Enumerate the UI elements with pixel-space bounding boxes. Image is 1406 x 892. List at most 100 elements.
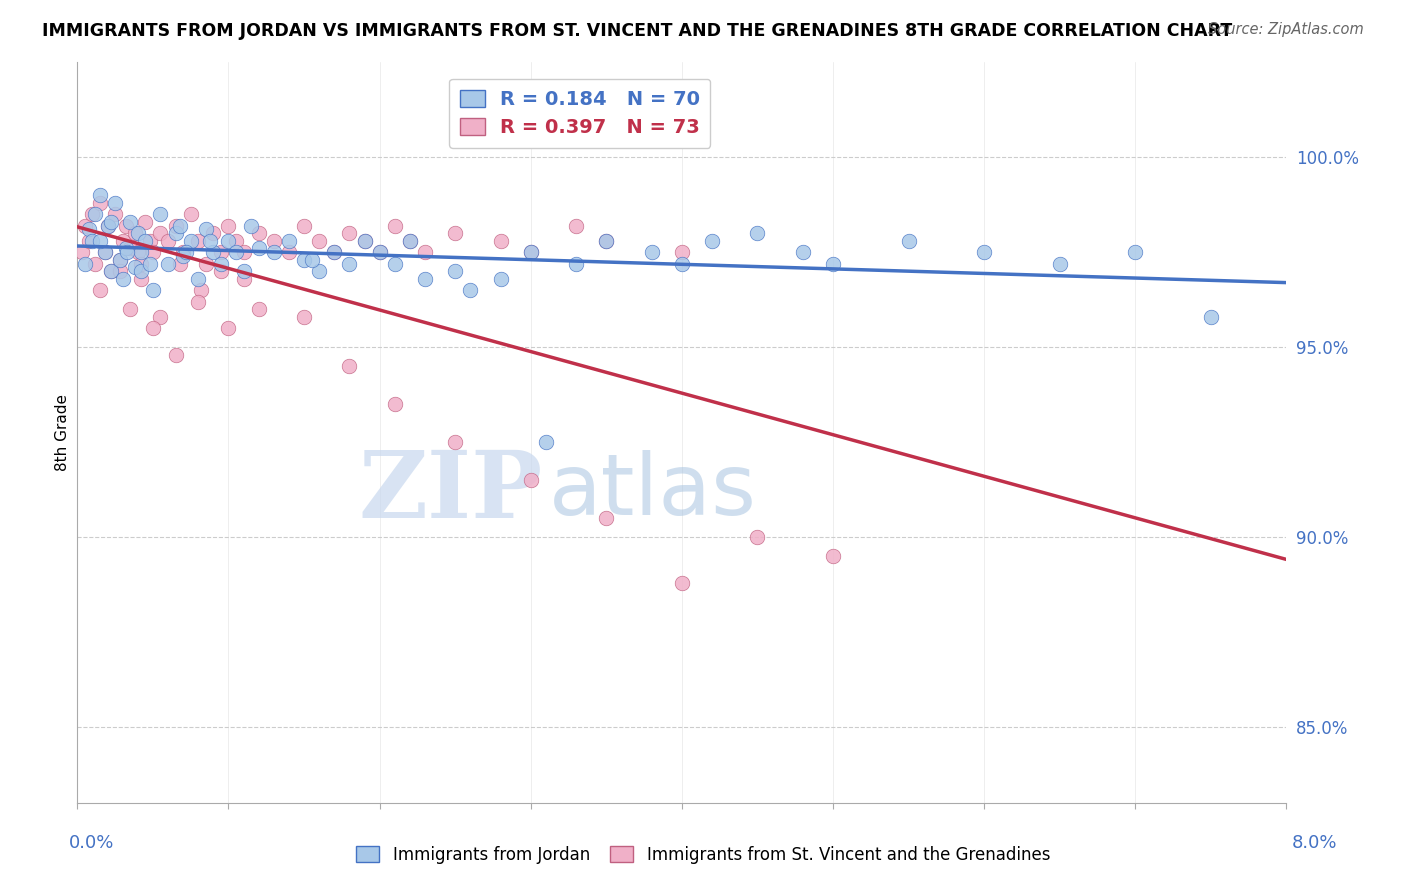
- Point: [384, 257, 406, 271]
- Point: [225, 234, 247, 248]
- Point: [308, 264, 330, 278]
- Point: [292, 252, 315, 267]
- Point: [108, 264, 131, 278]
- Point: [399, 234, 422, 248]
- Point: [139, 257, 162, 271]
- Point: [134, 215, 156, 229]
- Point: [520, 245, 543, 260]
- Point: [120, 215, 142, 229]
- Point: [174, 245, 197, 260]
- Point: [671, 575, 693, 590]
- Point: [73, 219, 96, 233]
- Point: [111, 234, 134, 248]
- Point: [339, 359, 360, 374]
- Point: [209, 264, 232, 278]
- Point: [89, 283, 111, 297]
- Point: [129, 257, 152, 271]
- Point: [157, 257, 180, 271]
- Point: [187, 234, 209, 248]
- Point: [301, 252, 323, 267]
- Point: [129, 272, 152, 286]
- Point: [444, 264, 467, 278]
- Point: [73, 257, 96, 271]
- Point: [149, 227, 172, 241]
- Point: [93, 245, 115, 260]
- Point: [232, 245, 254, 260]
- Point: [89, 188, 111, 202]
- Point: [93, 245, 115, 260]
- Point: [120, 302, 142, 317]
- Point: [190, 283, 212, 297]
- Point: [565, 257, 588, 271]
- Point: [202, 227, 225, 241]
- Point: [149, 207, 172, 221]
- Point: [129, 264, 152, 278]
- Point: [134, 234, 156, 248]
- Point: [157, 234, 180, 248]
- Point: [89, 234, 111, 248]
- Point: [240, 219, 263, 233]
- Point: [323, 245, 346, 260]
- Point: [671, 245, 693, 260]
- Point: [263, 234, 285, 248]
- Point: [792, 245, 814, 260]
- Legend: R = 0.184   N = 70, R = 0.397   N = 73: R = 0.184 N = 70, R = 0.397 N = 73: [449, 78, 710, 147]
- Point: [339, 227, 360, 241]
- Point: [534, 435, 557, 450]
- Point: [149, 310, 172, 324]
- Point: [702, 234, 724, 248]
- Point: [278, 234, 301, 248]
- Point: [114, 219, 136, 233]
- Point: [127, 227, 149, 241]
- Point: [232, 264, 254, 278]
- Point: [368, 245, 391, 260]
- Point: [124, 227, 146, 241]
- Point: [165, 227, 187, 241]
- Point: [897, 234, 920, 248]
- Point: [100, 264, 122, 278]
- Point: [520, 473, 543, 487]
- Point: [595, 511, 617, 525]
- Point: [1125, 245, 1147, 260]
- Point: [384, 219, 406, 233]
- Point: [671, 257, 693, 271]
- Point: [108, 252, 131, 267]
- Point: [70, 245, 93, 260]
- Point: [520, 245, 543, 260]
- Point: [82, 207, 104, 221]
- Point: [292, 219, 315, 233]
- Point: [225, 245, 247, 260]
- Point: [384, 397, 406, 411]
- Legend: Immigrants from Jordan, Immigrants from St. Vincent and the Grenadines: Immigrants from Jordan, Immigrants from …: [349, 839, 1057, 871]
- Point: [218, 321, 240, 335]
- Point: [209, 257, 232, 271]
- Point: [353, 234, 375, 248]
- Point: [308, 234, 330, 248]
- Point: [641, 245, 664, 260]
- Point: [114, 242, 136, 256]
- Text: 0.0%: 0.0%: [69, 834, 114, 852]
- Point: [202, 245, 225, 260]
- Point: [187, 272, 209, 286]
- Point: [489, 272, 512, 286]
- Point: [218, 234, 240, 248]
- Point: [111, 272, 134, 286]
- Point: [100, 215, 122, 229]
- Point: [124, 260, 146, 275]
- Point: [444, 227, 467, 241]
- Point: [821, 549, 844, 563]
- Point: [127, 245, 149, 260]
- Point: [79, 234, 101, 248]
- Point: [458, 283, 481, 297]
- Point: [108, 252, 131, 267]
- Point: [413, 272, 436, 286]
- Point: [142, 321, 165, 335]
- Point: [104, 195, 127, 210]
- Point: [115, 245, 138, 260]
- Point: [247, 227, 270, 241]
- Point: [292, 310, 315, 324]
- Point: [368, 245, 391, 260]
- Point: [323, 245, 346, 260]
- Point: [232, 272, 254, 286]
- Point: [104, 207, 127, 221]
